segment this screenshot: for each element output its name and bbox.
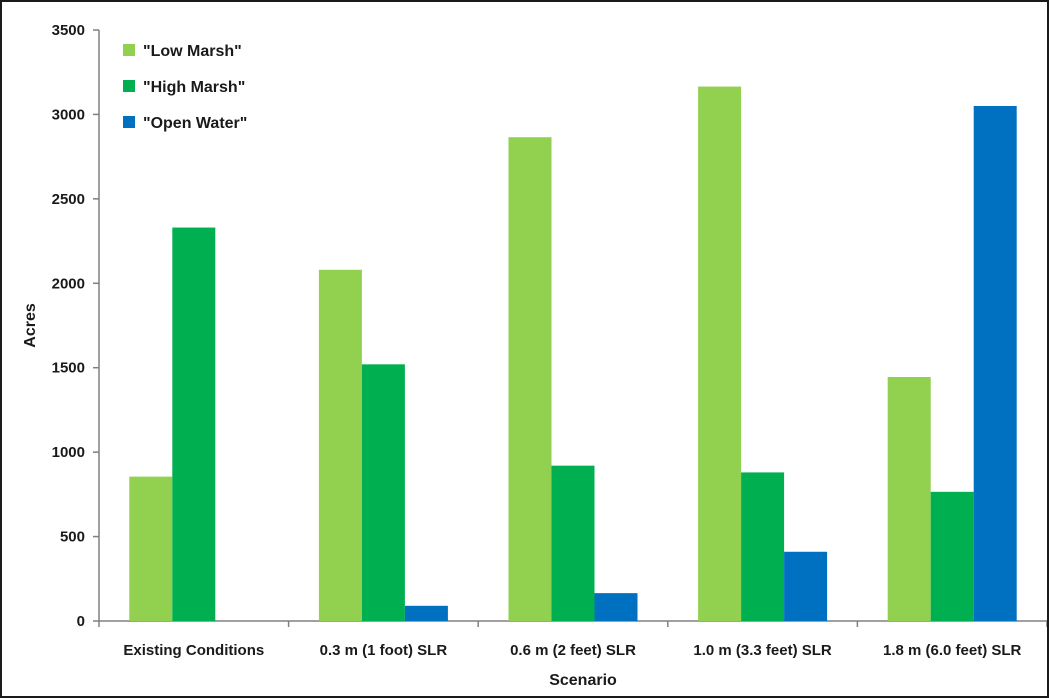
y-axis: 0 500 1000 1500 2000 2500 3000 3500 (52, 22, 100, 630)
legend: "Low Marsh" "High Marsh" "Open Water" (123, 43, 247, 132)
bar (698, 86, 742, 622)
x-tick-label: Existing Conditions (123, 642, 264, 659)
x-tick-label: 0.3 m (1 foot) SLR (320, 642, 448, 659)
y-tick-label: 1500 (52, 360, 85, 377)
bar (551, 465, 595, 621)
legend-label: "Low Marsh" (143, 43, 242, 60)
x-tick-label: 0.6 m (2 feet) SLR (510, 642, 636, 659)
y-tick-label: 0 (77, 613, 85, 630)
x-axis: Existing Conditions 0.3 m (1 foot) SLR 0.6… (98, 620, 1047, 659)
y-tick-label: 500 (60, 529, 85, 546)
bar (318, 269, 362, 621)
bar (784, 551, 828, 621)
legend-label: "High Marsh" (143, 79, 245, 96)
bar (129, 476, 173, 621)
legend-swatch (123, 44, 135, 56)
bar (887, 377, 931, 621)
legend-swatch (123, 116, 135, 128)
y-tick-label: 2500 (52, 191, 85, 208)
bar (172, 227, 216, 621)
x-tick-label: 1.8 m (6.0 feet) SLR (883, 642, 1022, 659)
bar (508, 137, 552, 621)
bars (129, 86, 1017, 622)
bar (594, 593, 638, 621)
bar (404, 605, 448, 621)
bar (973, 105, 1017, 621)
bar (741, 472, 785, 621)
x-tick-label: 1.0 m (3.3 feet) SLR (693, 642, 832, 659)
y-tick-label: 3500 (52, 22, 85, 39)
y-tick-label: 3000 (52, 106, 85, 123)
y-axis-title: Acres (22, 303, 39, 348)
y-tick-label: 2000 (52, 275, 85, 292)
y-tick-label: 1000 (52, 444, 85, 461)
legend-swatch (123, 80, 135, 92)
legend-label: "Open Water" (143, 115, 247, 132)
bar (361, 364, 405, 621)
bar (930, 491, 974, 621)
x-axis-title: Scenario (549, 672, 617, 689)
